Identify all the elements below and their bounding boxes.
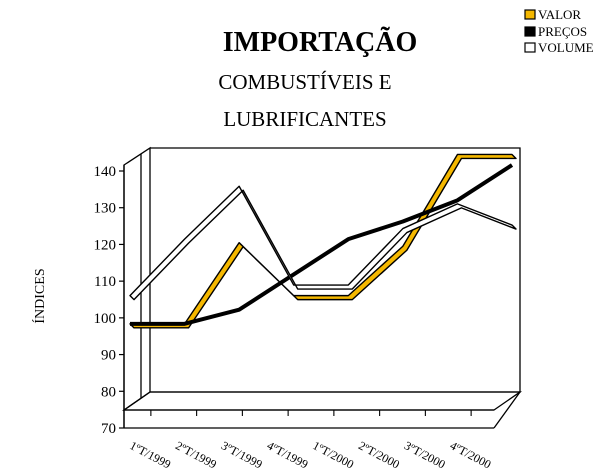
legend: VALOR PREÇOS VOLUME	[524, 7, 594, 55]
y-tick-label: 120	[94, 237, 117, 253]
legend-label-precos: PREÇOS	[538, 24, 587, 39]
floor-right-edge	[493, 391, 521, 429]
chart-title: IMPORTAÇÃO	[223, 27, 417, 58]
x-tick-label: 3ºT/1999	[219, 438, 265, 468]
series-line-preços	[130, 163, 514, 326]
chart-subtitle-line-2: LUBRIFICANTES	[223, 107, 386, 131]
x-tick-label: 2ºT/2000	[356, 438, 402, 468]
legend-label-valor: VALOR	[538, 7, 581, 22]
x-tick-label: 1ºT/2000	[310, 438, 356, 468]
legend-swatch-precos	[524, 26, 536, 37]
legend-swatch-valor	[524, 9, 536, 20]
x-tick-label: 3ºT/2000	[402, 438, 448, 468]
chart-subtitle-line-1: COMBUSTÍVEIS E	[218, 70, 391, 94]
x-tick-label: 4ºT/1999	[265, 438, 311, 468]
series-line-valor	[129, 153, 517, 329]
chart-frame	[121, 146, 523, 429]
y-tick-label: 140	[94, 164, 117, 180]
x-tick-label: 2ºT/1999	[173, 438, 219, 468]
y-tick-label: 100	[94, 311, 117, 327]
legend-swatch-volume	[524, 42, 536, 53]
y-tick-label: 130	[94, 201, 117, 217]
y-tick-label: 70	[101, 421, 116, 437]
y-tick-label: 80	[101, 384, 116, 400]
x-tick-label: 1ºT/1999	[127, 438, 173, 468]
y-tick-label: 90	[101, 348, 116, 364]
back-wall	[150, 147, 521, 393]
x-tick-label: 4ºT/2000	[448, 438, 494, 468]
y-axis-label: ÍNDICES	[31, 268, 48, 323]
y-tick-label: 110	[94, 274, 116, 290]
series-group	[129, 153, 517, 329]
x-axis-ticks: 1ºT/1999 2ºT/1999 3ºT/1999 4ºT/1999 1ºT/2000…	[127, 410, 493, 468]
series-line-volume	[129, 185, 517, 301]
floor	[121, 391, 523, 411]
y-axis-ticks: 70 80 90 100 110 120 130 140	[94, 164, 124, 437]
legend-label-volume: VOLUME	[538, 40, 594, 55]
